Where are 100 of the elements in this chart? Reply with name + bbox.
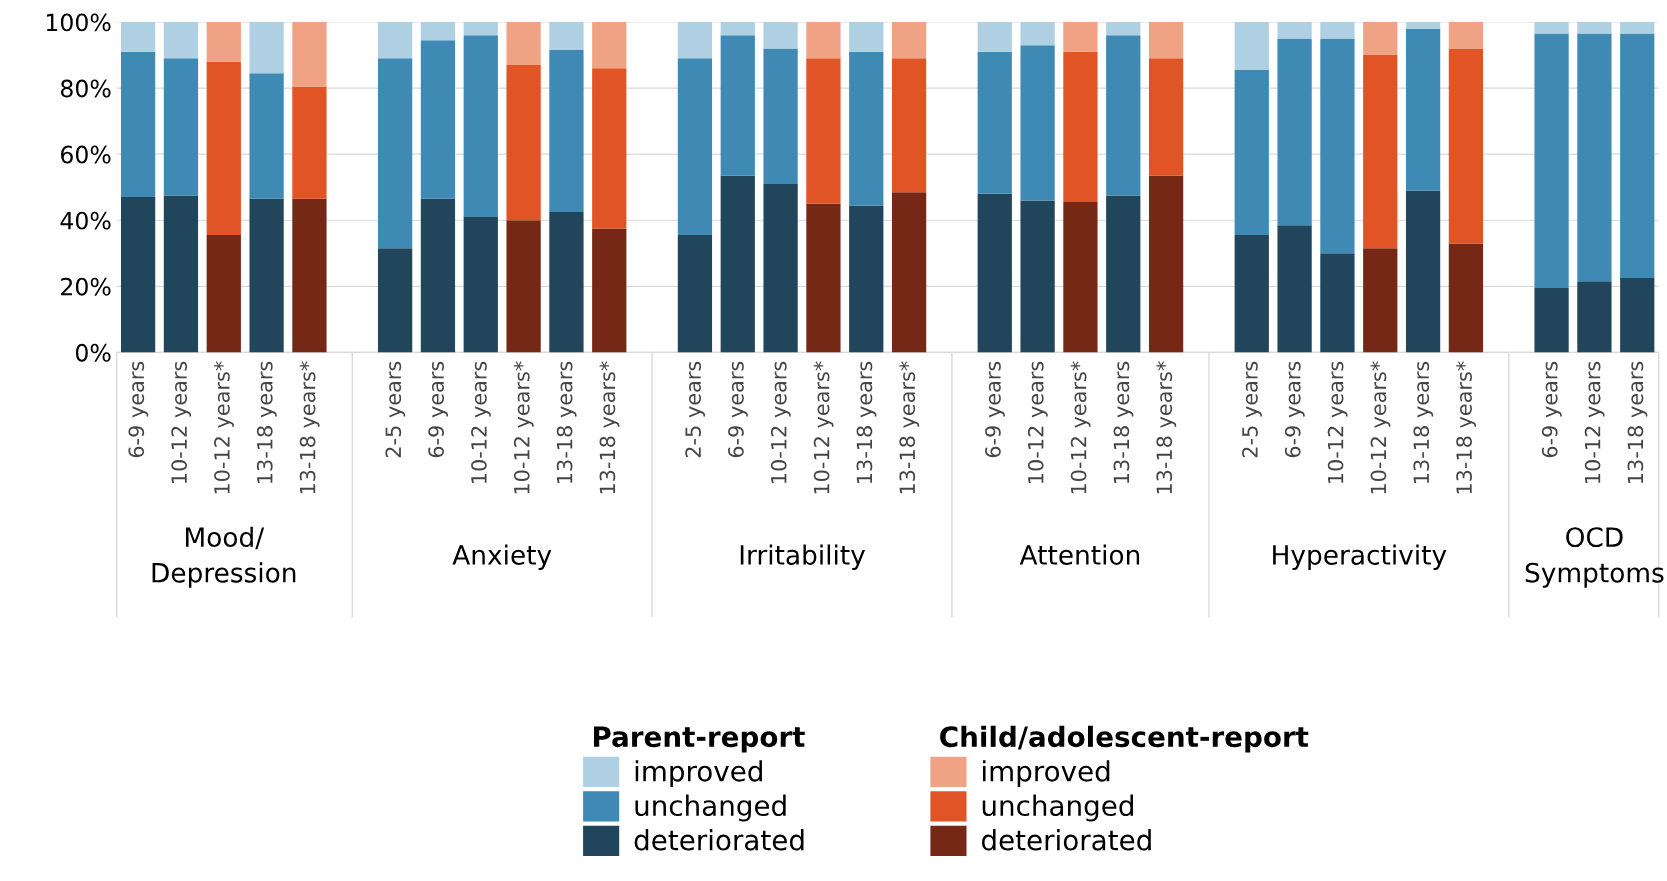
bar xyxy=(1106,35,1141,196)
x-tick-label: 6-9 years xyxy=(428,361,449,458)
text: Child/adolescent-report xyxy=(940,725,1309,753)
x-tick-label: 13-18 years xyxy=(1627,361,1648,483)
bar xyxy=(549,211,584,353)
text: OCD Symptoms xyxy=(1525,527,1664,588)
bar xyxy=(292,86,327,199)
bar xyxy=(677,58,713,236)
bar xyxy=(206,61,241,236)
bar xyxy=(1405,190,1441,353)
legend-label: unchanged xyxy=(635,794,786,822)
x-tick-label: 6-9 years xyxy=(1541,361,1562,458)
bar xyxy=(1106,195,1141,353)
bar xyxy=(977,193,1012,353)
bar xyxy=(1020,45,1055,201)
bar xyxy=(1448,243,1484,353)
bar xyxy=(549,22,584,51)
x-tick-label: 10-12 years* xyxy=(1370,361,1391,494)
bar xyxy=(1534,287,1569,353)
bar xyxy=(891,22,927,59)
bar xyxy=(420,22,456,41)
bar xyxy=(1020,22,1055,46)
bar xyxy=(420,40,456,199)
bar xyxy=(1063,202,1098,353)
bar xyxy=(1620,33,1655,279)
bar xyxy=(377,248,413,353)
x-tick-label: 2-5 years xyxy=(385,361,406,458)
bar xyxy=(592,228,627,353)
bar xyxy=(506,64,541,221)
text: Mood/ Depression xyxy=(152,526,296,588)
bar xyxy=(720,35,755,176)
bar xyxy=(1106,22,1141,36)
bar xyxy=(1063,22,1098,52)
bar xyxy=(592,22,627,69)
bar xyxy=(849,205,884,353)
bar xyxy=(463,35,498,217)
x-tick-label: 10-12 years xyxy=(1327,361,1348,483)
bar xyxy=(206,22,241,62)
bar xyxy=(1320,253,1355,353)
bar xyxy=(1148,175,1184,353)
x-tick-label: 13-18 years* xyxy=(899,361,920,494)
x-tick-label: 6-9 years xyxy=(128,361,149,458)
bar xyxy=(977,22,1012,52)
legend-label: improved xyxy=(983,760,1110,788)
bar xyxy=(377,58,413,249)
bar xyxy=(506,220,541,353)
bar xyxy=(1277,225,1312,353)
bar xyxy=(763,48,798,184)
text: Irritability xyxy=(740,544,866,570)
bar xyxy=(1320,38,1355,254)
bar xyxy=(763,22,798,49)
bar xyxy=(1405,22,1441,29)
bar xyxy=(1363,22,1398,56)
bar xyxy=(1234,22,1269,70)
bar xyxy=(1577,22,1612,34)
x-tick-label: 13-18 years xyxy=(256,361,277,483)
y-tick-label: 20% xyxy=(61,277,111,296)
bar xyxy=(463,216,498,353)
bar xyxy=(849,51,884,206)
bar xyxy=(1534,22,1569,34)
bar xyxy=(1620,278,1655,353)
bar xyxy=(1577,33,1612,282)
bar xyxy=(677,22,713,59)
bar xyxy=(163,58,199,196)
bar xyxy=(1277,22,1312,39)
bar xyxy=(292,22,327,87)
x-tick-label: 13-18 years* xyxy=(599,361,620,494)
bar xyxy=(891,192,927,353)
bar xyxy=(1577,281,1612,353)
x-tick-label: 13-18 years* xyxy=(299,361,320,494)
legend-label: deteriorated xyxy=(981,829,1151,851)
x-tick-label: 6-9 years xyxy=(728,361,748,458)
bar xyxy=(292,198,327,353)
y-tick-label: 100% xyxy=(46,13,111,32)
bar xyxy=(1363,55,1398,249)
x-tick-label: 13-18 years xyxy=(1113,361,1134,483)
bar xyxy=(120,51,156,198)
bar xyxy=(806,203,841,353)
x-tick-label: 10-12 years xyxy=(1584,361,1605,483)
x-tick-label: 6-9 years xyxy=(1284,361,1305,458)
legend-label: deteriorated xyxy=(634,829,804,851)
x-tick-label: 13-18 years* xyxy=(1456,361,1476,494)
bar xyxy=(249,198,284,353)
bar xyxy=(891,58,927,193)
bar xyxy=(806,58,841,204)
text: Anxiety xyxy=(452,544,552,570)
bar xyxy=(720,22,755,36)
x-tick-label: 13-18 years* xyxy=(1156,361,1177,494)
bar xyxy=(249,73,284,199)
x-tick-label: 10-12 years* xyxy=(214,361,234,494)
legend-label: improved xyxy=(635,760,762,788)
x-tick-label: 13-18 years xyxy=(856,361,877,483)
bar xyxy=(1277,38,1312,226)
bar xyxy=(163,195,199,353)
x-tick-label: 10-12 years xyxy=(171,361,192,483)
x-tick-label: 10-12 years xyxy=(770,361,791,483)
bar xyxy=(1363,248,1398,353)
bar xyxy=(592,68,627,229)
bar xyxy=(1148,58,1184,176)
bar xyxy=(1448,22,1484,49)
